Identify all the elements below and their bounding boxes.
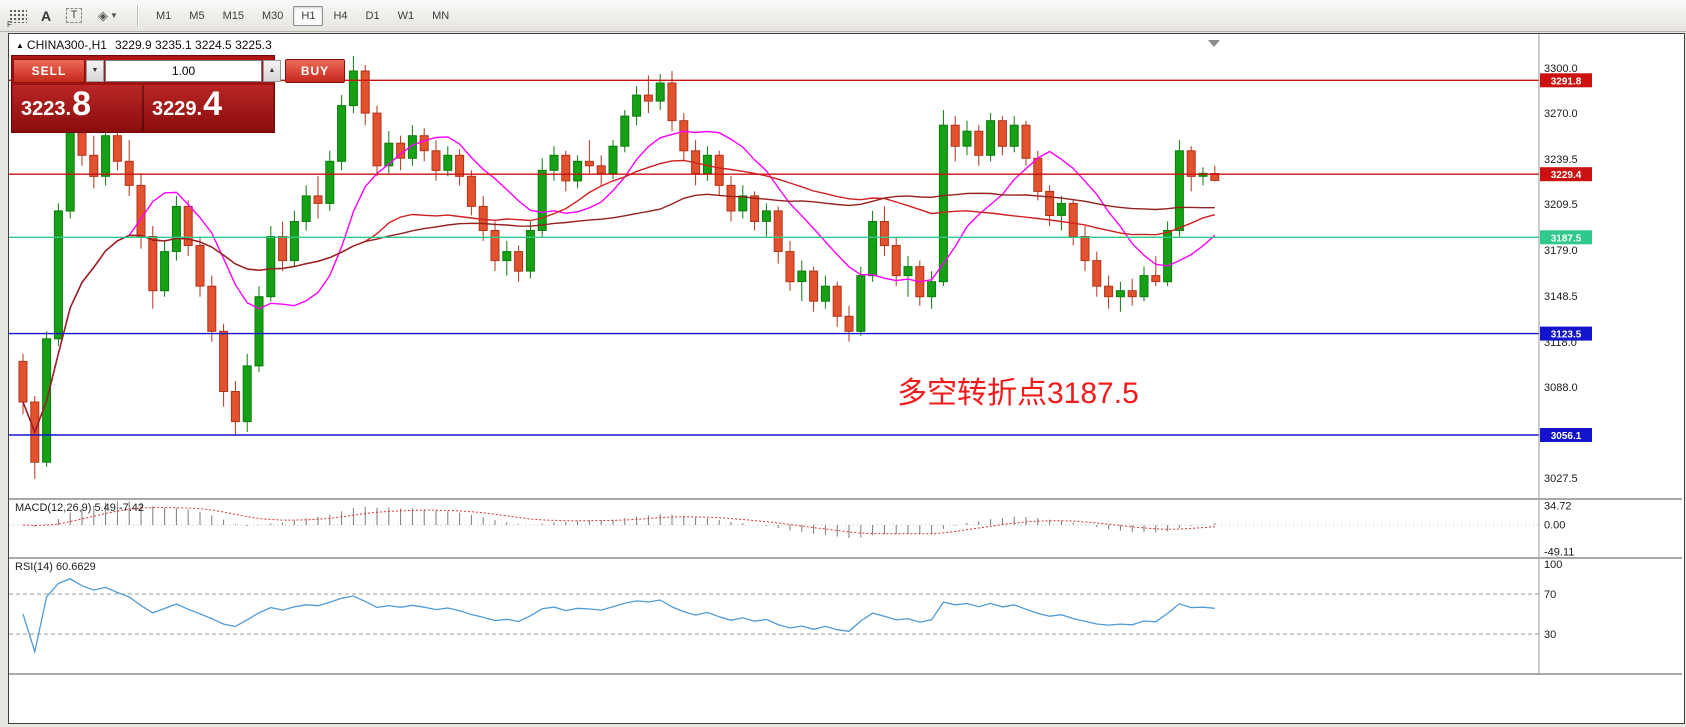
price-axis-tick: 3239.5 — [1544, 154, 1578, 166]
sell-price-big-digit: 8 — [72, 85, 91, 123]
price-badge — [1540, 326, 1592, 341]
price-badge — [1540, 167, 1592, 182]
svg-text:30: 30 — [1544, 629, 1556, 641]
panel-separator[interactable] — [9, 673, 1682, 675]
volume-increase-button[interactable]: ▲ — [263, 59, 281, 82]
chart-shift-marker-icon — [1208, 40, 1220, 47]
svg-text:3123.5: 3123.5 — [1551, 330, 1582, 341]
one-click-trade-panel: SELL ▼ ▲ BUY 3223. 8 3229. 4 — [11, 55, 345, 133]
price-badge — [1540, 230, 1592, 245]
svg-text:3291.8: 3291.8 — [1551, 76, 1582, 87]
chart-window: 3300.0 3270.0 3239.5 3209.5 3179.0 3148.5 3118… — [8, 33, 1685, 724]
volume-decrease-button[interactable]: ▼ — [86, 59, 104, 82]
toolbar: F A T ◈ ▼ M1 M5 M15 M30 H1 H4 D1 W1 MN — [0, 0, 1686, 32]
timeframe-m30[interactable]: M30 — [261, 9, 284, 22]
price-axis-tick: 3270.0 — [1544, 108, 1578, 120]
ma-line-55 — [22, 192, 1215, 435]
rsi-indicator-label: RSI(14) 60.6629 — [15, 561, 96, 573]
letter-a-icon: A — [40, 7, 52, 24]
svg-text:3056.1: 3056.1 — [1551, 431, 1582, 442]
dots-grid-icon — [9, 8, 27, 23]
svg-text:34.72: 34.72 — [1544, 500, 1572, 512]
price-badge — [1540, 73, 1592, 88]
timeframe-d1[interactable]: D1 — [365, 9, 380, 22]
macd-indicator-label: MACD(12,26,9) 5.49 -7.42 — [15, 502, 145, 514]
symbol-period-label: CHINA300-,H1 — [26, 38, 107, 52]
text-label-tool-button[interactable]: A — [32, 4, 60, 28]
price-axis-tick: 3209.5 — [1544, 199, 1578, 211]
pattern-tool-button[interactable]: F — [4, 4, 32, 29]
timeframe-w1[interactable]: W1 — [397, 9, 415, 22]
buy-price-display[interactable]: 3229. 4 — [144, 85, 273, 131]
title-marker-icon: ▲ — [16, 41, 24, 50]
shapes-dropdown-caret-icon: ▼ — [110, 11, 118, 20]
shapes-tool-button[interactable]: ◈ ▼ — [88, 4, 128, 28]
macd-signal-line — [22, 507, 1215, 535]
toolbar-separator — [137, 4, 138, 27]
trade-controls-row: SELL ▼ ▲ BUY — [12, 56, 345, 84]
price-badge — [1540, 428, 1592, 442]
trade-prices-row: 3223. 8 3229. 4 — [12, 84, 274, 132]
svg-text:0.00: 0.00 — [1544, 520, 1565, 532]
timeframe-m1[interactable]: M1 — [156, 9, 172, 22]
buy-price-base: 3229. — [152, 98, 203, 120]
panel-separator[interactable] — [9, 498, 1682, 500]
panel-separator[interactable] — [9, 557, 1682, 559]
svg-text:100: 100 — [1544, 559, 1562, 571]
svg-text:-49.11: -49.11 — [1544, 546, 1574, 557]
price-axis-tick: 3027.5 — [1544, 473, 1578, 485]
sell-button[interactable]: SELL — [13, 58, 85, 83]
shapes-icon: ◈ — [98, 7, 109, 23]
timeframe-m15[interactable]: M15 — [222, 9, 244, 22]
sell-price-base: 3223. — [21, 98, 72, 120]
macd-panel[interactable]: 34.72 0.00 -49.11 — [9, 500, 1682, 557]
svg-text:3229.4: 3229.4 — [1551, 170, 1582, 181]
ohlc-values: 3229.9 3235.1 3224.5 3225.3 — [114, 38, 272, 52]
price-axis-tick: 3088.0 — [1544, 382, 1578, 394]
rsi-panel[interactable]: 100 70 30 — [9, 559, 1682, 673]
pattern-tool-label: F — [7, 19, 12, 29]
timeframe-h4[interactable]: H4 — [333, 9, 348, 22]
timeframe-m5[interactable]: M5 — [189, 9, 205, 22]
svg-text:3187.5: 3187.5 — [1551, 233, 1582, 244]
price-axis-tick: 3300.0 — [1544, 63, 1578, 75]
volume-input[interactable] — [105, 59, 262, 82]
price-axis-tick: 3148.5 — [1544, 291, 1578, 303]
rsi-line — [22, 578, 1215, 655]
buy-button[interactable]: BUY — [285, 58, 345, 83]
text-box-tool-button[interactable]: T — [60, 4, 88, 28]
svg-text:70: 70 — [1544, 589, 1556, 601]
price-axis-tick: 3179.0 — [1544, 245, 1578, 257]
buy-price-big-digit: 4 — [203, 85, 222, 123]
timeframe-mn[interactable]: MN — [432, 9, 450, 22]
letter-t-box-icon: T — [65, 8, 83, 23]
chart-annotation: 多空转折点3187.5 — [897, 377, 1139, 410]
chart-title: ▲ CHINA300-,H1 3229.9 3235.1 3224.5 3225.3 — [16, 38, 272, 52]
timeframe-h1[interactable]: H1 — [293, 5, 324, 26]
price-chart[interactable]: 3300.03270.03239.53209.53179.03148.53118… — [9, 34, 1682, 498]
sell-price-display[interactable]: 3223. 8 — [13, 85, 144, 131]
